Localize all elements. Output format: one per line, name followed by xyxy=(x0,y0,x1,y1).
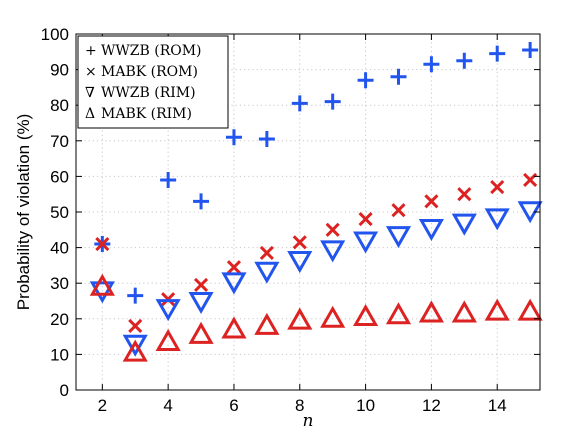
x-tick-label: 8 xyxy=(295,396,304,415)
plus-marker xyxy=(324,93,341,110)
triangle-down-marker xyxy=(254,261,280,284)
cross-marker xyxy=(358,212,373,227)
legend-label-wwzb-rom: WWZB (ROM) xyxy=(101,43,202,59)
plus-marker xyxy=(193,193,210,210)
plus-marker xyxy=(225,129,242,146)
triangle-down-marker xyxy=(122,334,148,357)
plus-marker xyxy=(127,287,144,304)
legend-label-mabk-rim: MABK (RIM) xyxy=(101,106,192,122)
cross-marker xyxy=(490,180,505,195)
triangle-down-marker xyxy=(451,213,477,236)
cross-marker xyxy=(292,235,307,250)
plus-marker xyxy=(423,56,440,73)
cross-marker xyxy=(391,203,406,218)
series-triangle-up xyxy=(89,273,543,362)
cross-marker xyxy=(128,318,143,333)
triangle-down-marker xyxy=(484,208,510,231)
triangle-up-marker xyxy=(385,302,412,325)
cross-marker xyxy=(523,172,538,188)
plus-marker xyxy=(258,131,275,148)
plus-marker xyxy=(357,72,374,89)
triangle-up-marker xyxy=(451,300,477,323)
triangle-up-marker xyxy=(122,339,148,362)
grid-lines xyxy=(76,34,540,390)
cross-marker xyxy=(95,236,110,252)
x-tick-label: 12 xyxy=(422,396,441,415)
axis-ticks xyxy=(76,33,540,391)
y-tick-label: 30 xyxy=(50,274,69,293)
x-tick-label: 6 xyxy=(229,396,238,415)
y-tick-label: 10 xyxy=(50,345,69,364)
cross-marker xyxy=(259,245,274,261)
legend-box xyxy=(77,35,229,129)
triangle-up-marker xyxy=(221,316,247,339)
y-axis-label: Probability of violation (%) xyxy=(14,114,33,311)
plus-marker xyxy=(160,171,177,188)
legend-symbol-wwzb-rom: + xyxy=(85,43,97,59)
y-tick-label: 70 xyxy=(50,132,69,151)
series-plus xyxy=(94,42,539,304)
x-tick-label: 2 xyxy=(98,396,107,415)
legend-symbol-mabk-rom: × xyxy=(85,64,97,80)
plus-marker xyxy=(489,45,506,62)
triangle-down-marker xyxy=(155,299,181,322)
triangle-down-marker xyxy=(385,226,412,249)
plus-marker xyxy=(522,42,539,59)
x-tick-label: 10 xyxy=(356,396,375,415)
x-tick-label: 14 xyxy=(488,396,507,415)
triangle-up-marker xyxy=(517,298,543,321)
triangle-up-marker xyxy=(287,307,313,330)
triangle-down-marker xyxy=(287,251,313,274)
legend: + WWZB (ROM) × MABK (ROM) ∇ WWZB (RIM) Δ… xyxy=(77,35,229,129)
triangle-down-marker xyxy=(221,272,247,295)
y-tick-label: 90 xyxy=(50,61,69,80)
y-tick-label: 50 xyxy=(50,203,69,222)
triangle-down-marker xyxy=(418,219,444,242)
cross-marker xyxy=(325,222,340,237)
legend-label-mabk-rom: MABK (ROM) xyxy=(101,64,198,80)
triangle-up-marker xyxy=(418,300,444,323)
x-axis-label: n xyxy=(303,411,314,431)
y-tick-label: 0 xyxy=(60,381,69,400)
plus-marker xyxy=(456,52,473,69)
triangle-down-marker xyxy=(89,281,115,304)
tick-labels: 2 4 6 8 10 12 14 0 10 20 30 40 50 60 70 80 90 100 xyxy=(41,25,507,415)
triangle-up-marker xyxy=(155,328,181,351)
data-markers xyxy=(89,42,543,362)
plus-marker xyxy=(390,68,407,85)
triangle-down-marker xyxy=(320,240,346,263)
triangle-down-marker xyxy=(353,231,379,254)
x-tick-label: 4 xyxy=(163,396,172,415)
y-tick-label: 20 xyxy=(50,310,69,329)
triangle-up-marker xyxy=(353,303,379,327)
triangle-up-marker xyxy=(484,298,510,321)
legend-symbol-mabk-rim: Δ xyxy=(85,106,95,122)
legend-label-wwzb-rim: WWZB (RIM) xyxy=(101,85,196,101)
plus-marker xyxy=(291,95,308,112)
legend-symbol-wwzb-rim: ∇ xyxy=(85,85,95,101)
triangle-up-marker xyxy=(320,305,346,328)
cross-marker xyxy=(457,187,472,202)
triangle-up-marker xyxy=(254,312,280,335)
cross-marker xyxy=(424,194,439,209)
triangle-down-marker xyxy=(517,201,543,224)
triangle-up-marker xyxy=(89,273,115,296)
y-tick-label: 80 xyxy=(50,96,69,115)
triangle-down-marker xyxy=(188,292,214,315)
triangle-up-marker xyxy=(188,321,214,344)
y-tick-label: 100 xyxy=(41,25,69,44)
cross-marker xyxy=(226,260,242,275)
cross-marker xyxy=(193,277,209,293)
y-tick-label: 60 xyxy=(50,167,69,186)
series-triangle-down xyxy=(89,201,543,357)
y-tick-label: 40 xyxy=(50,239,69,258)
